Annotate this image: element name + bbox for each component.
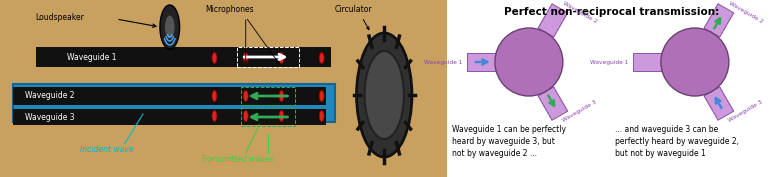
- Text: Waveguide 2: Waveguide 2: [562, 1, 598, 24]
- Polygon shape: [704, 4, 733, 37]
- Text: Loudspeaker: Loudspeaker: [36, 13, 85, 21]
- Text: Waveguide 2: Waveguide 2: [25, 92, 74, 101]
- Bar: [13, 109, 326, 125]
- Circle shape: [319, 110, 324, 121]
- Text: Waveguide 1 can be perfectly
heard by waveguide 3, but
not by waveguide 2 ...: Waveguide 1 can be perfectly heard by wa…: [452, 125, 566, 158]
- Circle shape: [319, 90, 324, 101]
- Text: Waveguide 1: Waveguide 1: [67, 53, 117, 61]
- Circle shape: [160, 5, 179, 49]
- Text: Waveguide 2: Waveguide 2: [728, 1, 764, 24]
- Polygon shape: [538, 4, 568, 37]
- Text: Waveguide 3: Waveguide 3: [25, 113, 74, 121]
- Circle shape: [279, 53, 284, 64]
- Text: Microphones: Microphones: [205, 4, 254, 13]
- Text: Waveguide 1: Waveguide 1: [423, 59, 462, 64]
- Circle shape: [364, 51, 404, 139]
- Text: Transmitted waves: Transmitted waves: [201, 155, 274, 164]
- Circle shape: [495, 28, 563, 96]
- Circle shape: [279, 110, 284, 121]
- Circle shape: [243, 53, 248, 64]
- Text: Waveguide 1: Waveguide 1: [590, 59, 628, 64]
- Circle shape: [212, 53, 217, 64]
- Text: ... and waveguide 3 can be
perfectly heard by waveguide 2,
but not by waveguide : ... and waveguide 3 can be perfectly hea…: [615, 125, 739, 158]
- Polygon shape: [704, 87, 733, 120]
- Circle shape: [357, 33, 412, 157]
- Bar: [13, 87, 326, 105]
- Polygon shape: [538, 87, 568, 120]
- Circle shape: [243, 90, 248, 101]
- Text: Waveguide 3: Waveguide 3: [728, 100, 764, 124]
- Circle shape: [165, 15, 175, 39]
- Bar: [237, 47, 299, 67]
- Text: Circulator: Circulator: [335, 4, 373, 13]
- Text: Incident wave: Incident wave: [81, 144, 134, 153]
- Bar: [13, 84, 335, 122]
- Polygon shape: [467, 53, 495, 71]
- Circle shape: [279, 90, 284, 101]
- Bar: [241, 87, 295, 105]
- Circle shape: [243, 110, 248, 121]
- Bar: [241, 108, 295, 126]
- Circle shape: [661, 28, 729, 96]
- Circle shape: [212, 90, 217, 101]
- Polygon shape: [633, 53, 661, 71]
- Circle shape: [319, 53, 324, 64]
- Bar: [36, 47, 331, 67]
- Circle shape: [212, 110, 217, 121]
- Text: Waveguide 3: Waveguide 3: [562, 100, 598, 124]
- Text: Perfect non-reciprocal transmission:: Perfect non-reciprocal transmission:: [504, 7, 720, 17]
